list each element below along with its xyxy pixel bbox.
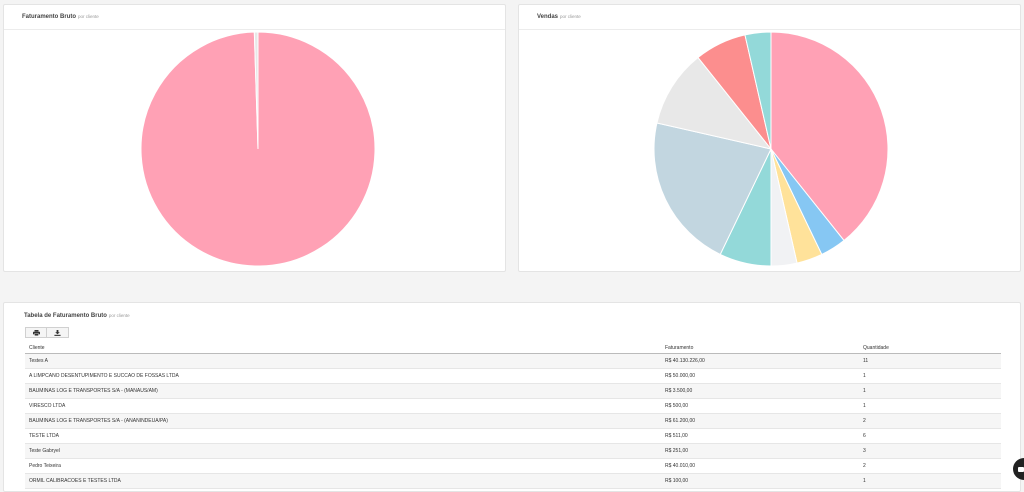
faturamento-pie-chart[interactable] (138, 29, 378, 269)
vendas-panel-header: Vendas por cliente (519, 5, 1020, 30)
cell-faturamento: R$ 40.010,00 (661, 458, 859, 474)
cell-quantidade: 3 (859, 443, 1001, 459)
vendas-pie-slice[interactable] (770, 31, 889, 242)
print-button[interactable] (25, 327, 47, 338)
vendas-panel-subtitle: por cliente (560, 14, 581, 19)
cell-quantidade: 2 (859, 458, 1001, 474)
vendas-pie-chart[interactable] (651, 29, 891, 269)
table-row[interactable]: BAUMINAS LOG E TRANSPORTES S/A - (ANANIN… (25, 413, 1001, 429)
cell-cliente: BAUMINAS LOG E TRANSPORTES S/A - (ANANIN… (25, 413, 661, 429)
printer-icon (32, 329, 40, 336)
table-row[interactable]: Teste Gabryel R$ 251,00 3 (25, 443, 1001, 459)
vendas-pie-slice[interactable] (744, 31, 772, 150)
column-header-quantidade[interactable]: Quantidade (859, 342, 1001, 354)
table-row[interactable]: Testes A R$ 40.130.226,00 11 (25, 353, 1001, 369)
chat-icon (1018, 466, 1024, 472)
cell-faturamento: R$ 40.130.226,00 (661, 353, 859, 369)
faturamento-chart-panel: Faturamento Bruto por cliente (3, 4, 506, 272)
faturamento-panel-header: Faturamento Bruto por cliente (4, 5, 505, 30)
column-header-cliente[interactable]: Cliente (25, 342, 661, 354)
table-row[interactable]: ORMIL CALIBRACOES E TESTES LTDA R$ 100,00… (25, 473, 1001, 489)
column-header-faturamento[interactable]: Faturamento (661, 342, 859, 354)
vendas-chart-panel: Vendas por cliente (518, 4, 1021, 272)
download-button[interactable] (47, 327, 69, 338)
cell-cliente: BAUMINAS LOG E TRANSPORTES S/A - (MANAUS… (25, 383, 661, 399)
cell-cliente: ORMIL CALIBRACOES E TESTES LTDA (25, 473, 661, 489)
table-row[interactable]: A LIMPCANO DESENTUPIMENTO E SUCCAO DE FO… (25, 368, 1001, 384)
faturamento-pie-slice[interactable] (253, 31, 259, 150)
faturamento-panel-title: Faturamento Bruto por cliente (22, 14, 99, 20)
table-row[interactable]: TESTE LTDA R$ 511,00 6 (25, 428, 1001, 444)
table-panel-title: Tabela de Faturamento Bruto por cliente (24, 313, 130, 319)
table-row[interactable]: VIRESCO LTDA R$ 500,00 1 (25, 398, 1001, 414)
cell-faturamento: R$ 511,00 (661, 428, 859, 444)
vendas-panel-title: Vendas por cliente (537, 14, 581, 20)
cell-quantidade: 1 (859, 398, 1001, 414)
table-panel-header: Tabela de Faturamento Bruto por cliente (4, 303, 1020, 327)
table-toolbar (25, 327, 69, 339)
cell-faturamento: R$ 251,00 (661, 443, 859, 459)
cell-faturamento: R$ 3.500,00 (661, 383, 859, 399)
cell-cliente: Pedro Teixeira (25, 458, 661, 474)
table-row[interactable]: Pedro Teixeira R$ 40.010,00 2 (25, 458, 1001, 474)
cell-faturamento: R$ 61.200,00 (661, 413, 859, 429)
table-header-row: Cliente Faturamento Quantidade (25, 342, 1001, 354)
cell-cliente: Teste Gabryel (25, 443, 661, 459)
cell-cliente: TESTE LTDA (25, 428, 661, 444)
table-row[interactable]: BAUMINAS LOG E TRANSPORTES S/A - (MANAUS… (25, 383, 1001, 399)
cell-cliente: A LIMPCANO DESENTUPIMENTO E SUCCAO DE FO… (25, 368, 661, 384)
cell-faturamento: R$ 50.000,00 (661, 368, 859, 384)
faturamento-table-panel: Tabela de Faturamento Bruto por cliente C… (3, 302, 1021, 492)
vendas-pie-slice[interactable] (653, 122, 772, 256)
cell-faturamento: R$ 100,00 (661, 473, 859, 489)
download-icon (54, 329, 61, 336)
cell-quantidade: 2 (859, 413, 1001, 429)
cell-faturamento: R$ 500,00 (661, 398, 859, 414)
cell-cliente: VIRESCO LTDA (25, 398, 661, 414)
table-panel-subtitle: por cliente (108, 313, 130, 318)
cell-quantidade: 1 (859, 368, 1001, 384)
cell-cliente: Testes A (25, 353, 661, 369)
chat-button[interactable] (1013, 458, 1024, 480)
cell-quantidade: 6 (859, 428, 1001, 444)
faturamento-panel-subtitle: por cliente (78, 14, 99, 19)
cell-quantidade: 11 (859, 353, 1001, 369)
vendas-pie-slice[interactable] (656, 56, 773, 150)
cell-quantidade: 1 (859, 383, 1001, 399)
cell-quantidade: 1 (859, 473, 1001, 489)
